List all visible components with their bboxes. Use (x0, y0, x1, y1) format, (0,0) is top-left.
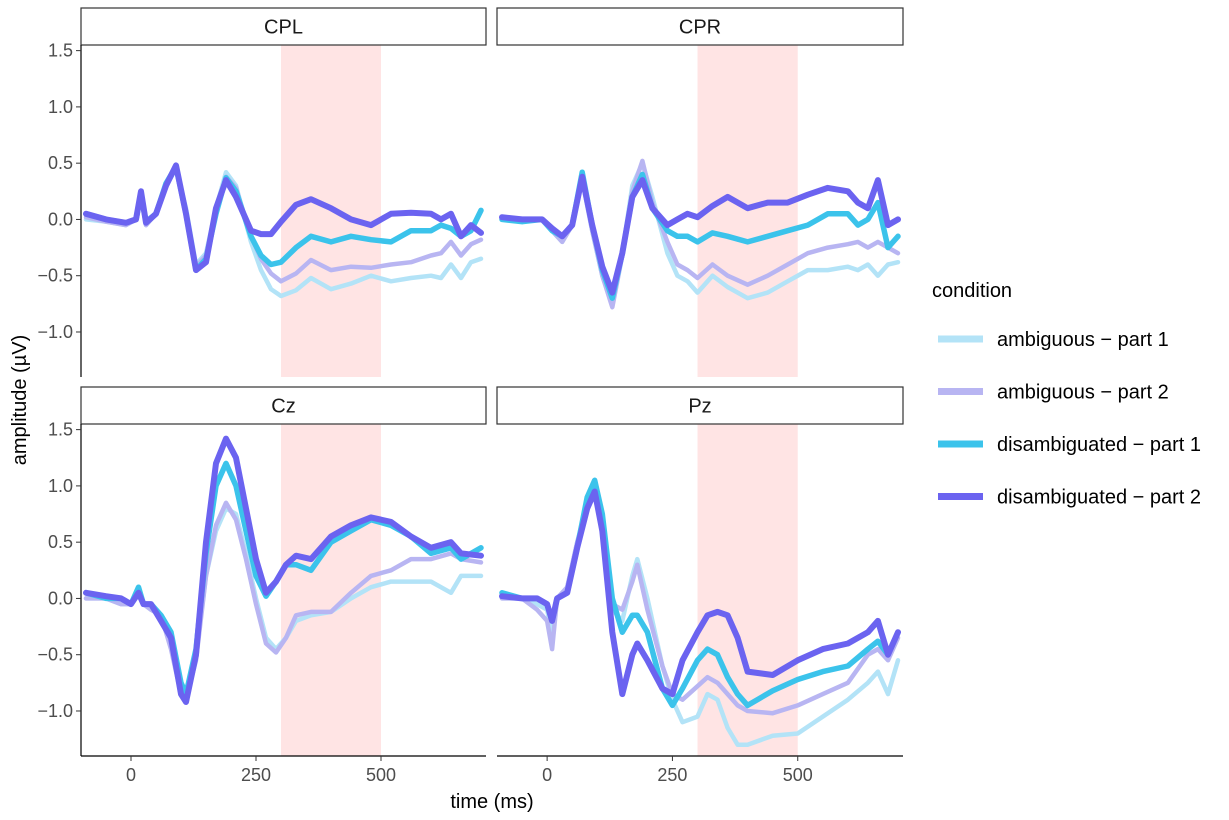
x-tick-label: 0 (542, 765, 552, 785)
legend-label-2: ambiguous − part 2 (997, 382, 1169, 404)
panel-strip (80, 386, 487, 425)
y-tick-label: −0.5 (37, 645, 73, 665)
y-tick-label: 1.0 (48, 97, 73, 117)
y-axis-title: amplitude (µV) (9, 335, 31, 465)
y-tick-label: 1.5 (48, 420, 73, 440)
legend-title: condition (932, 280, 1012, 302)
series-line-4 (499, 488, 901, 698)
panel-title: Cz (271, 396, 295, 418)
y-tick-label: 0.0 (48, 588, 73, 608)
panel-title: Pz (688, 396, 711, 418)
legend: condition ambiguous − part 1 ambiguous − p… (932, 280, 1201, 509)
panel-cz: Cz −1.0 −0.5 0.0 0.5 1.0 1.5 0 250 500 (37, 386, 487, 785)
series-line-4 (83, 162, 484, 274)
panel-title: CPL (264, 17, 303, 39)
highlight-window (697, 424, 798, 756)
x-tick-label: 250 (657, 765, 687, 785)
y-tick-label: −0.5 (37, 266, 73, 286)
y-tick-label: 0.5 (48, 532, 73, 552)
x-tick-label: 250 (241, 765, 271, 785)
series-group (499, 158, 901, 310)
panel-strip (496, 386, 904, 425)
series-group (499, 477, 901, 747)
panel-cpl: CPL −1.0 −0.5 0.0 0.5 1.0 1.5 (37, 7, 487, 377)
legend-label-4: disambiguated − part 2 (997, 487, 1201, 509)
y-tick-label: 0.5 (48, 153, 73, 173)
y-tick-label: 1.5 (48, 41, 73, 61)
panel-strip (80, 7, 487, 46)
y-tick-label: −1.0 (37, 701, 73, 721)
legend-label-1: ambiguous − part 1 (997, 329, 1169, 351)
legend-label-3: disambiguated − part 1 (997, 434, 1201, 456)
y-tick-label: −1.0 (37, 322, 73, 342)
panel-cpr: CPR (496, 7, 904, 377)
panel-pz: Pz 0 250 500 (496, 386, 904, 785)
series-line-4 (499, 173, 901, 296)
x-tick-label: 500 (366, 765, 396, 785)
panel-strip (496, 7, 904, 46)
series-group (83, 435, 484, 705)
series-line-4 (83, 435, 484, 705)
x-tick-label: 500 (783, 765, 813, 785)
series-group (83, 162, 484, 299)
x-tick-label: 0 (126, 765, 136, 785)
y-tick-label: 0.0 (48, 209, 73, 229)
y-tick-label: 1.0 (48, 476, 73, 496)
panel-title: CPR (679, 17, 721, 39)
x-axis-title: time (ms) (450, 791, 533, 813)
